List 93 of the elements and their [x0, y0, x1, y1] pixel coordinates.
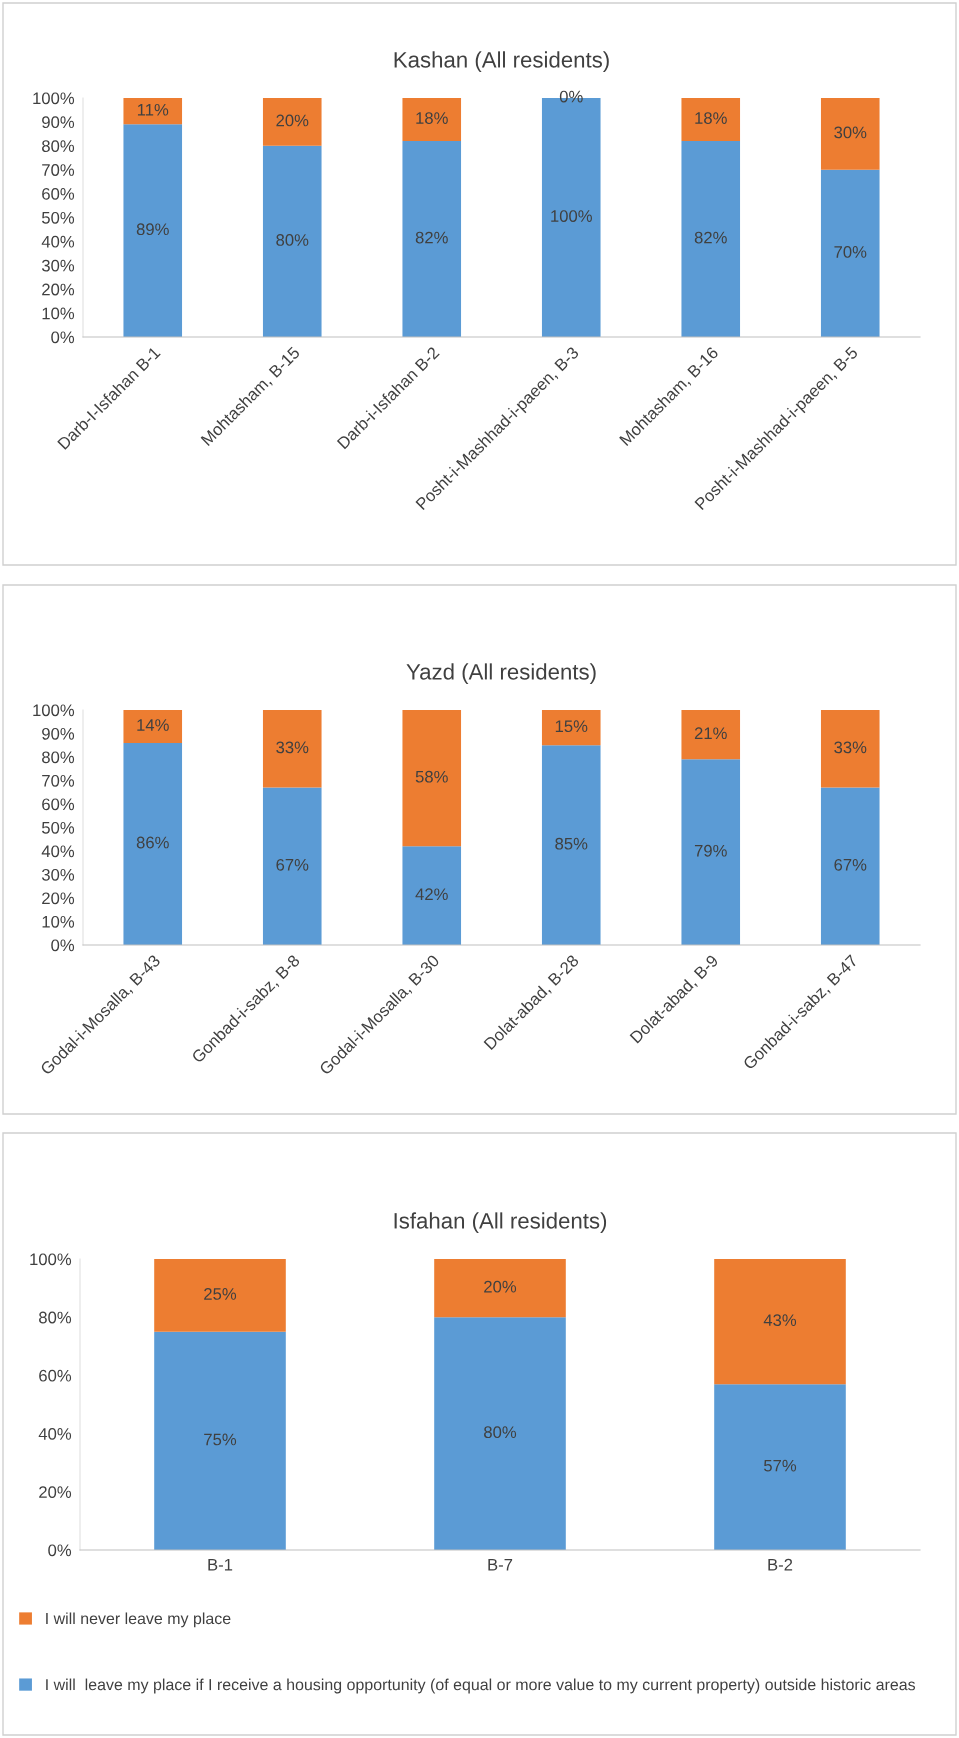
y-tick-label: 0%: [48, 1544, 72, 1557]
bar: [681, 141, 741, 337]
bar: [123, 742, 183, 945]
bar: [681, 759, 741, 945]
data-label: 75%: [204, 1433, 237, 1446]
data-label: 80%: [276, 234, 309, 246]
bar: [541, 710, 601, 746]
bar: [820, 98, 880, 170]
data-label: 85%: [555, 837, 588, 850]
y-tick-label: 100%: [33, 92, 75, 105]
y-tick-label: 80%: [42, 140, 75, 152]
data-label: 30%: [834, 126, 867, 139]
y-tick-label: 20%: [39, 1486, 72, 1498]
y-tick-label: 60%: [39, 1369, 72, 1382]
legend-label: I will leave my place if I receive a housing opportunity (of equal or more value to my current property) outside historic areas: [46, 1678, 916, 1694]
data-label: 57%: [763, 1459, 797, 1472]
legend-label: I will never leave my place: [46, 1612, 231, 1628]
data-label: 79%: [694, 844, 727, 857]
y-tick-label: 20%: [42, 892, 75, 905]
data-label: 100%: [551, 210, 592, 222]
data-label: 14%: [137, 719, 169, 731]
data-label: 33%: [834, 741, 867, 754]
y-tick-label: 30%: [41, 868, 75, 881]
bar: [262, 98, 322, 146]
bar: [434, 1317, 566, 1550]
y-tick-label: 100%: [30, 1253, 72, 1266]
bar: [434, 1259, 566, 1318]
y-tick-label: 80%: [39, 1311, 72, 1324]
data-label: 20%: [484, 1280, 517, 1293]
bar: [820, 787, 880, 945]
data-label: 86%: [136, 836, 169, 849]
chart-title: Isfahan (All residents): [394, 1212, 607, 1234]
bar: [820, 710, 880, 788]
data-label: 25%: [204, 1288, 237, 1300]
data-label: 82%: [694, 231, 727, 244]
bar: [541, 745, 601, 945]
data-label: 18%: [695, 112, 727, 124]
bar: [402, 846, 462, 945]
data-label: 58%: [415, 770, 448, 783]
data-label: 80%: [484, 1426, 517, 1439]
y-tick-label: 70%: [42, 164, 75, 176]
y-tick-label: 100%: [33, 704, 75, 717]
bar: [123, 124, 183, 337]
y-tick-label: 40%: [41, 845, 75, 858]
y-tick-label: 60%: [42, 798, 75, 811]
bar: [714, 1384, 846, 1550]
y-tick-label: 70%: [42, 774, 75, 787]
x-tick-label: B-1: [208, 1558, 233, 1571]
data-label: 20%: [276, 114, 309, 127]
data-label: 42%: [415, 888, 448, 901]
data-label: 15%: [555, 720, 588, 733]
bar: [820, 169, 880, 337]
y-tick-label: 90%: [42, 727, 75, 740]
data-label: 67%: [834, 858, 867, 871]
data-label: 21%: [694, 727, 727, 740]
bar: [262, 710, 322, 788]
data-label: 82%: [415, 231, 448, 244]
bar: [714, 1259, 846, 1385]
y-tick-label: 80%: [42, 751, 75, 764]
bar: [123, 98, 183, 125]
bar: [262, 787, 322, 945]
data-label: 89%: [136, 223, 169, 236]
data-label: 70%: [834, 246, 867, 258]
bar: [154, 1331, 286, 1550]
data-label: 67%: [276, 858, 309, 871]
y-tick-label: 40%: [41, 235, 75, 248]
bar: [681, 98, 741, 142]
bar: [154, 1259, 286, 1332]
x-tick-label: B-7: [488, 1558, 513, 1571]
y-tick-label: 90%: [42, 116, 75, 129]
chart-title: Kashan (All residents): [394, 51, 609, 73]
y-tick-label: 0%: [51, 939, 75, 952]
y-tick-label: 30%: [41, 259, 75, 272]
y-tick-label: 50%: [41, 211, 75, 224]
bar: [123, 710, 183, 743]
x-tick-label: B-2: [768, 1558, 793, 1571]
chart-title: Yazd (All residents): [406, 663, 596, 685]
y-tick-label: 50%: [41, 821, 75, 834]
y-tick-label: 0%: [51, 331, 75, 344]
bar: [681, 710, 741, 760]
data-label: 11%: [137, 103, 169, 116]
y-tick-label: 10%: [42, 915, 75, 928]
bar: [402, 710, 462, 847]
bar: [262, 145, 322, 337]
data-label: 18%: [416, 112, 448, 124]
y-tick-label: 60%: [42, 188, 75, 200]
y-tick-label: 20%: [42, 283, 75, 296]
bar: [402, 141, 462, 337]
y-tick-label: 40%: [38, 1428, 72, 1440]
y-tick-label: 10%: [42, 307, 75, 320]
data-label: 33%: [276, 741, 309, 754]
data-label: 43%: [763, 1314, 797, 1327]
bar: [402, 98, 462, 142]
